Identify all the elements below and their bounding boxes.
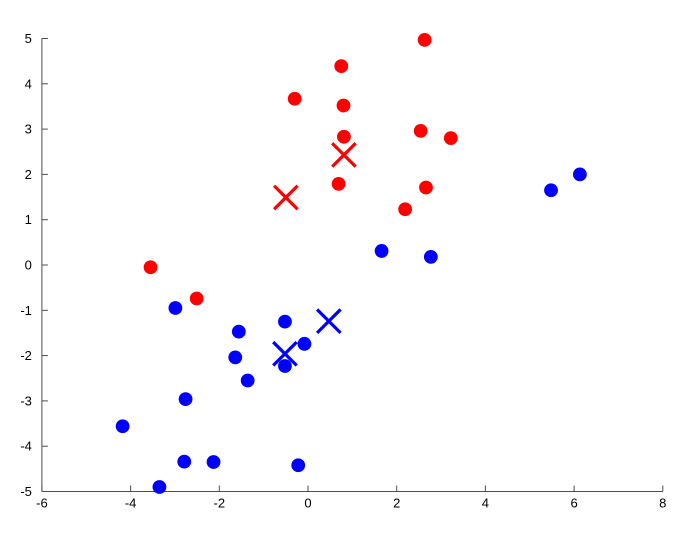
svg-text:5: 5: [25, 31, 32, 46]
svg-text:0: 0: [304, 496, 311, 511]
svg-text:0: 0: [25, 258, 32, 273]
svg-text:3: 3: [25, 122, 32, 137]
svg-text:8: 8: [659, 496, 666, 511]
svg-text:-5: -5: [20, 484, 32, 499]
svg-text:6: 6: [570, 496, 577, 511]
svg-text:2: 2: [393, 496, 400, 511]
svg-text:-4: -4: [20, 439, 32, 454]
svg-text:-2: -2: [214, 496, 226, 511]
svg-text:4: 4: [482, 496, 489, 511]
svg-text:2: 2: [25, 167, 32, 182]
svg-text:-2: -2: [20, 348, 32, 363]
svg-text:1: 1: [25, 212, 32, 227]
svg-text:-6: -6: [36, 496, 48, 511]
svg-text:4: 4: [25, 76, 32, 91]
svg-text:-4: -4: [125, 496, 137, 511]
svg-text:-1: -1: [20, 303, 32, 318]
svg-text:-3: -3: [20, 393, 32, 408]
